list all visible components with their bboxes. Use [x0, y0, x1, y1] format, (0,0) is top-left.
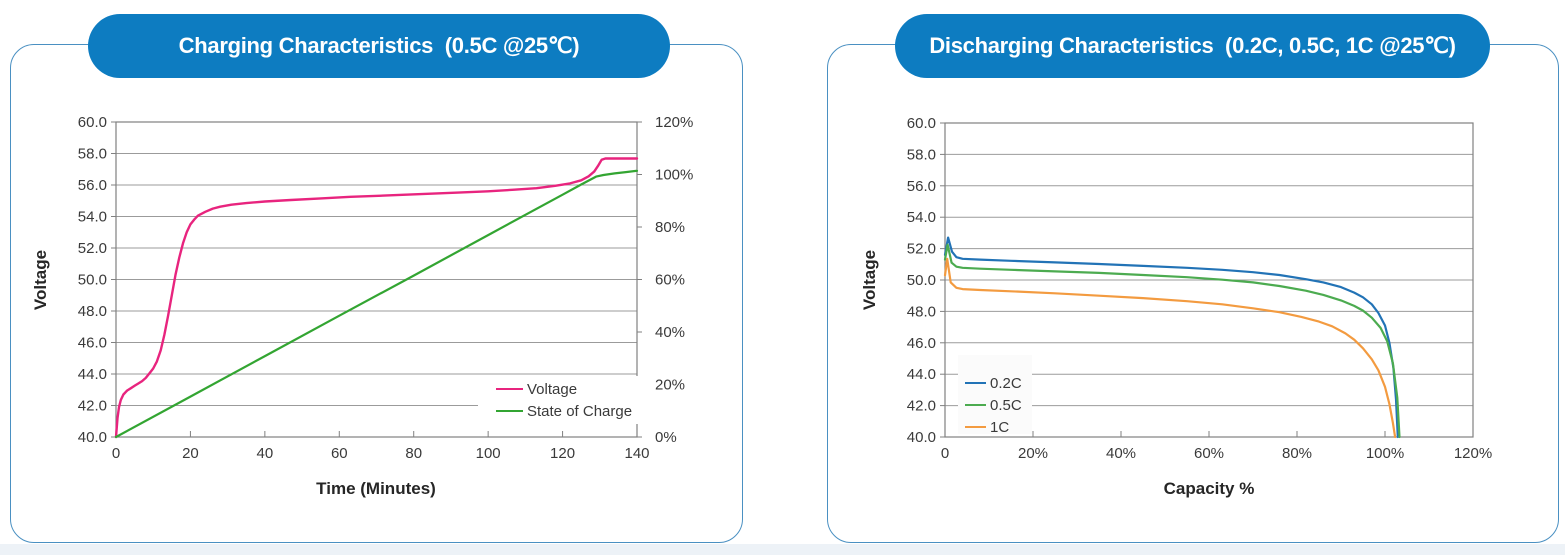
series-voltage [114, 157, 639, 439]
svg-text:40%: 40% [655, 324, 685, 341]
footer-strip [0, 544, 1565, 555]
discharging-title-pill: Discharging Characteristics (0.2C, 0.5C,… [895, 14, 1490, 78]
gridlines [945, 153, 1473, 407]
svg-text:0.2C: 0.2C [990, 375, 1022, 392]
svg-text:60.0: 60.0 [78, 114, 107, 131]
svg-text:20: 20 [182, 445, 199, 462]
x-axis-title: Capacity % [1164, 479, 1255, 498]
series-0-2c [943, 236, 1399, 439]
svg-text:58.0: 58.0 [78, 146, 107, 163]
svg-text:0: 0 [112, 445, 120, 462]
svg-text:44.0: 44.0 [907, 366, 936, 383]
svg-text:42.0: 42.0 [907, 398, 936, 415]
legend: 0.2C 0.5C 1C [958, 355, 1032, 436]
svg-text:60%: 60% [655, 272, 685, 289]
svg-text:52.0: 52.0 [78, 240, 107, 257]
svg-text:40.0: 40.0 [78, 429, 107, 446]
svg-text:54.0: 54.0 [907, 209, 936, 226]
svg-text:46.0: 46.0 [907, 335, 936, 352]
svg-text:0.5C: 0.5C [990, 397, 1022, 414]
gridlines [116, 153, 637, 406]
charging-title-pill: Charging Characteristics (0.5C @25℃) [88, 14, 670, 78]
svg-text:100%: 100% [655, 167, 693, 184]
svg-text:50.0: 50.0 [907, 272, 936, 289]
svg-text:0%: 0% [655, 429, 677, 446]
svg-text:40%: 40% [1106, 445, 1136, 462]
svg-text:48.0: 48.0 [907, 303, 936, 320]
svg-text:46.0: 46.0 [78, 335, 107, 352]
svg-text:1C: 1C [990, 419, 1009, 436]
svg-text:80%: 80% [655, 219, 685, 236]
svg-text:80%: 80% [1282, 445, 1312, 462]
svg-text:42.0: 42.0 [78, 398, 107, 415]
y-axis-labels: 40.0 42.0 44.0 46.0 48.0 50.0 52.0 54.0 56.0 58.0… [78, 114, 107, 446]
svg-text:State of Charge: State of Charge [527, 403, 632, 420]
svg-text:120%: 120% [1454, 445, 1492, 462]
series-0-5c [943, 243, 1401, 439]
tick-marks [940, 122, 1474, 438]
charging-card [10, 44, 743, 543]
series-state-of-charge [114, 169, 639, 439]
svg-text:140: 140 [624, 445, 649, 462]
svg-text:20%: 20% [1018, 445, 1048, 462]
svg-text:50.0: 50.0 [78, 272, 107, 289]
svg-text:40.0: 40.0 [907, 429, 936, 446]
svg-text:60.0: 60.0 [907, 115, 936, 132]
svg-text:54.0: 54.0 [78, 209, 107, 226]
svg-text:120: 120 [550, 445, 575, 462]
svg-text:44.0: 44.0 [78, 366, 107, 383]
svg-text:0: 0 [941, 445, 949, 462]
svg-text:40: 40 [257, 445, 274, 462]
svg-text:20%: 20% [655, 377, 685, 394]
series-1c [943, 257, 1397, 439]
discharging-chart: 40.0 42.0 44.0 46.0 48.0 50.0 52.0 54.0 56.0 58.0… [860, 115, 1492, 498]
svg-text:60: 60 [331, 445, 348, 462]
y-axis-labels: 40.0 42.0 44.0 46.0 48.0 50.0 52.0 54.0 56.0 58.0… [907, 115, 936, 446]
svg-text:80: 80 [405, 445, 422, 462]
svg-text:52.0: 52.0 [907, 241, 936, 258]
y-right-axis-labels: 0% 20% 40% 60% 80% 100% 120% [655, 114, 693, 446]
discharging-card [827, 44, 1559, 543]
svg-text:60%: 60% [1194, 445, 1224, 462]
svg-text:100: 100 [476, 445, 501, 462]
tick-marks [111, 121, 642, 438]
svg-text:Voltage: Voltage [527, 381, 577, 398]
svg-text:56.0: 56.0 [78, 177, 107, 194]
legend: Voltage State of Charge [478, 376, 646, 424]
svg-text:120%: 120% [655, 114, 693, 131]
charging-chart: 40.0 42.0 44.0 46.0 48.0 50.0 52.0 54.0 56.0 58.0… [31, 114, 693, 498]
charging-title: Charging Characteristics (0.5C @25℃) [178, 33, 580, 58]
discharging-title: Discharging Characteristics (0.2C, 0.5C,… [929, 33, 1456, 58]
svg-text:58.0: 58.0 [907, 146, 936, 163]
y-axis-title: Voltage [860, 250, 879, 310]
svg-text:100%: 100% [1366, 445, 1404, 462]
y-axis-title: Voltage [31, 250, 50, 310]
svg-text:56.0: 56.0 [907, 178, 936, 195]
x-axis-labels: 0 20 40 60 80 100 120 140 [112, 445, 650, 462]
svg-text:48.0: 48.0 [78, 303, 107, 320]
x-axis-title: Time (Minutes) [316, 479, 436, 498]
x-axis-labels: 0 20% 40% 60% 80% 100% 120% [941, 445, 1492, 462]
